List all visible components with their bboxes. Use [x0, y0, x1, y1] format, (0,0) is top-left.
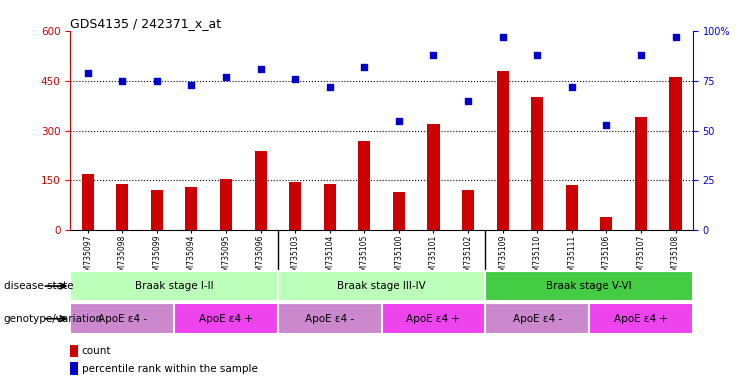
Bar — [82, 174, 93, 230]
Text: Braak stage V-VI: Braak stage V-VI — [546, 281, 632, 291]
Bar — [174, 303, 278, 334]
Text: ApoE ε4 -: ApoE ε4 - — [98, 314, 147, 324]
Text: ApoE ε4 -: ApoE ε4 - — [513, 314, 562, 324]
Bar — [566, 185, 578, 230]
Bar — [589, 303, 693, 334]
Bar — [278, 271, 485, 301]
Bar — [496, 71, 508, 230]
Bar — [70, 303, 174, 334]
Bar — [359, 141, 370, 230]
Point — [531, 51, 543, 58]
Bar — [278, 303, 382, 334]
Text: GDS4135 / 242371_x_at: GDS4135 / 242371_x_at — [70, 17, 222, 30]
Point — [393, 118, 405, 124]
Bar — [255, 151, 267, 230]
Point — [428, 51, 439, 58]
Point — [220, 74, 232, 80]
Bar — [670, 77, 682, 230]
Text: Braak stage I-II: Braak stage I-II — [135, 281, 213, 291]
Point — [670, 34, 682, 40]
Bar — [635, 117, 647, 230]
Text: ApoE ε4 +: ApoE ε4 + — [199, 314, 253, 324]
Point — [600, 121, 612, 127]
Bar — [151, 190, 163, 230]
Bar — [116, 184, 128, 230]
Text: disease state: disease state — [4, 281, 73, 291]
Point — [185, 81, 197, 88]
Text: count: count — [82, 346, 111, 356]
Point — [635, 51, 647, 58]
Point — [82, 70, 93, 76]
Text: ApoE ε4 +: ApoE ε4 + — [614, 314, 668, 324]
Bar — [428, 124, 439, 230]
Bar — [485, 303, 589, 334]
Bar — [289, 182, 301, 230]
Bar — [531, 97, 543, 230]
Point — [151, 78, 163, 84]
Bar — [70, 271, 278, 301]
Bar — [70, 362, 78, 375]
Point — [324, 84, 336, 90]
Bar — [485, 271, 693, 301]
Point — [496, 34, 508, 40]
Bar — [185, 187, 197, 230]
Text: percentile rank within the sample: percentile rank within the sample — [82, 364, 257, 374]
Bar — [220, 179, 232, 230]
Point — [462, 98, 474, 104]
Bar — [393, 192, 405, 230]
Bar — [70, 345, 78, 357]
Point — [566, 84, 578, 90]
Text: ApoE ε4 +: ApoE ε4 + — [407, 314, 460, 324]
Point — [359, 64, 370, 70]
Point — [255, 66, 267, 72]
Text: genotype/variation: genotype/variation — [4, 314, 103, 324]
Point — [289, 76, 301, 82]
Text: Braak stage III-IV: Braak stage III-IV — [337, 281, 426, 291]
Bar — [462, 190, 474, 230]
Bar — [600, 217, 612, 230]
Bar — [382, 303, 485, 334]
Point — [116, 78, 128, 84]
Bar — [324, 184, 336, 230]
Text: ApoE ε4 -: ApoE ε4 - — [305, 314, 354, 324]
